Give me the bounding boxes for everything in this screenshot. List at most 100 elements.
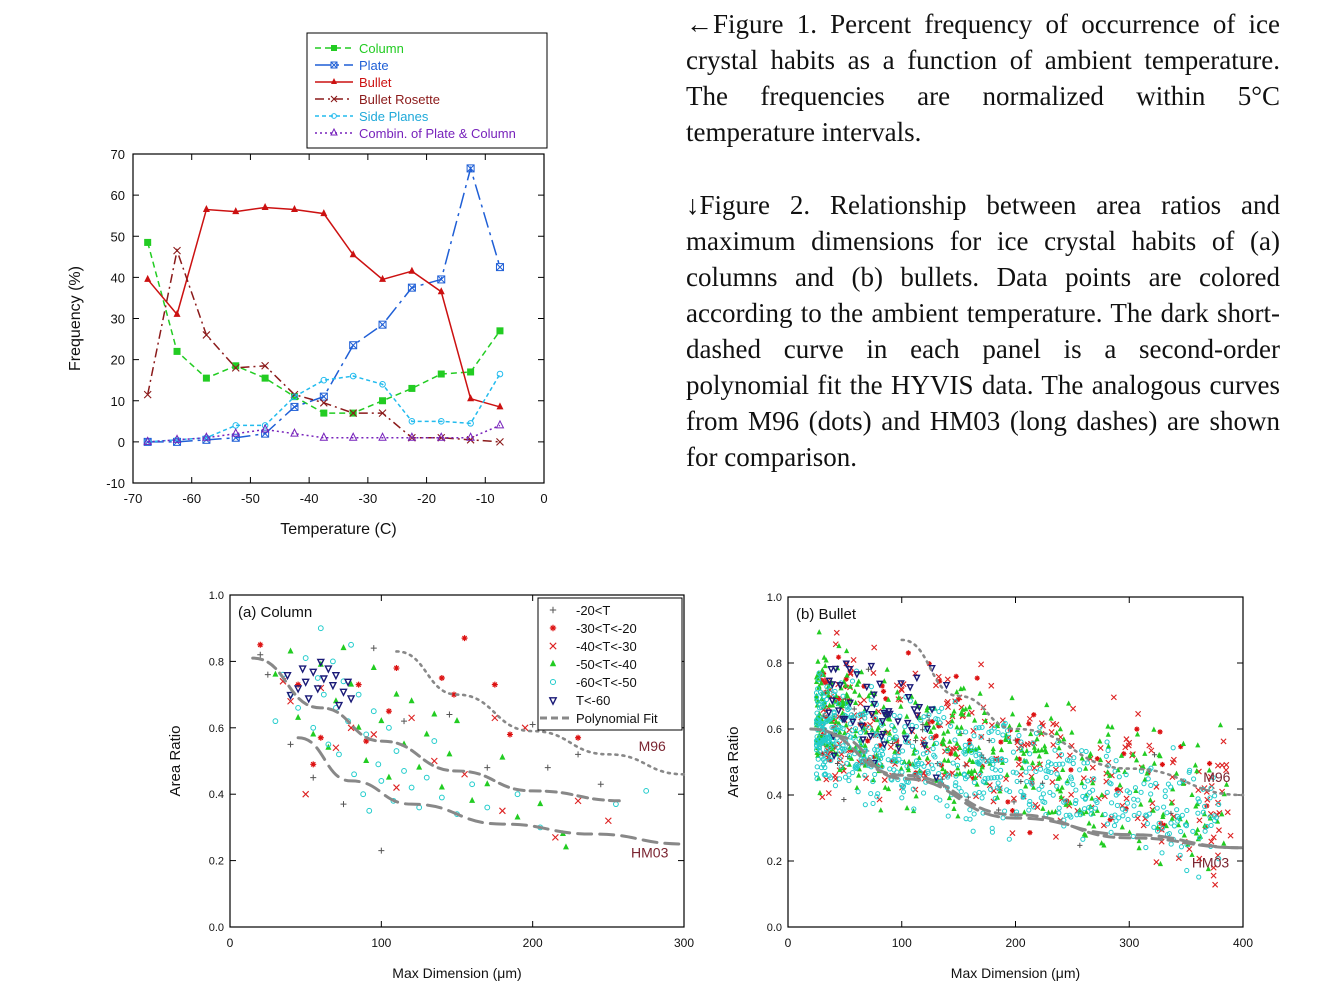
data-point bbox=[1131, 812, 1137, 818]
data-point bbox=[328, 681, 338, 691]
data-point bbox=[1125, 742, 1132, 749]
x-tick-label: 0 bbox=[540, 491, 547, 506]
data-point bbox=[819, 794, 826, 801]
data-point bbox=[1002, 808, 1008, 814]
data-point bbox=[1069, 729, 1075, 735]
data-point bbox=[1104, 739, 1110, 745]
data-point bbox=[972, 774, 978, 780]
y-tick-label: 10 bbox=[111, 394, 125, 409]
data-point bbox=[828, 775, 834, 781]
data-point bbox=[942, 682, 951, 690]
data-point bbox=[1204, 796, 1211, 803]
data-point bbox=[1023, 783, 1029, 789]
legend-marker bbox=[549, 659, 557, 667]
figure-1-line-chart: -70 -60 -50 -40 -30 -20 -10 0 -10 0 10 20 30 40 50 60 70… bbox=[67, 32, 548, 538]
data-point bbox=[966, 741, 973, 747]
data-point bbox=[1014, 778, 1020, 784]
data-point bbox=[1052, 766, 1059, 773]
data-point bbox=[991, 775, 997, 781]
data-point bbox=[1081, 760, 1087, 766]
data-point bbox=[970, 828, 976, 834]
data-point bbox=[331, 671, 341, 681]
data-point bbox=[872, 771, 878, 778]
curve-polynomial-fit bbox=[809, 727, 1245, 850]
data-point bbox=[408, 384, 416, 392]
data-point bbox=[898, 703, 904, 709]
data-point bbox=[1094, 807, 1100, 813]
data-point bbox=[930, 746, 936, 752]
x-tick-label: 300 bbox=[1119, 936, 1139, 950]
data-point bbox=[971, 733, 977, 739]
data-point bbox=[431, 710, 438, 717]
data-point bbox=[998, 746, 1005, 753]
data-point bbox=[320, 409, 328, 417]
data-point bbox=[879, 683, 885, 689]
data-point bbox=[825, 688, 831, 694]
data-point bbox=[900, 789, 907, 795]
data-point bbox=[896, 756, 902, 762]
data-point bbox=[824, 738, 830, 744]
data-point bbox=[978, 661, 985, 668]
data-point bbox=[998, 767, 1004, 773]
data-point bbox=[330, 658, 336, 665]
data-point bbox=[831, 709, 837, 715]
legend-entry: Plate bbox=[359, 58, 389, 73]
data-point bbox=[954, 689, 960, 695]
data-point bbox=[944, 698, 951, 705]
data-point bbox=[314, 675, 321, 681]
data-point bbox=[817, 789, 823, 796]
data-point bbox=[1010, 795, 1017, 802]
data-point bbox=[823, 689, 829, 695]
data-point bbox=[1090, 780, 1096, 786]
data-point bbox=[143, 390, 152, 399]
data-point bbox=[992, 795, 998, 802]
data-point bbox=[1175, 822, 1182, 828]
data-point bbox=[924, 704, 931, 710]
data-point bbox=[977, 771, 983, 777]
marker-box bbox=[466, 164, 475, 173]
data-point bbox=[945, 728, 951, 734]
data-point bbox=[1060, 761, 1066, 767]
data-point bbox=[370, 664, 377, 671]
data-point bbox=[1127, 790, 1133, 796]
data-point bbox=[973, 753, 979, 759]
data-point bbox=[298, 665, 307, 674]
data-point bbox=[945, 813, 951, 819]
data-point bbox=[1193, 803, 1199, 809]
data-point bbox=[857, 730, 864, 736]
data-point bbox=[1136, 810, 1142, 816]
data-point bbox=[954, 740, 960, 746]
data-point bbox=[260, 423, 270, 433]
data-point bbox=[1080, 836, 1086, 842]
x-axis-label: Temperature (C) bbox=[280, 521, 396, 538]
data-point bbox=[172, 434, 182, 443]
data-point bbox=[1016, 756, 1023, 762]
data-point bbox=[1040, 798, 1046, 805]
data-point bbox=[1089, 795, 1095, 801]
data-point bbox=[1147, 797, 1154, 803]
data-point bbox=[973, 725, 979, 731]
data-point bbox=[416, 763, 423, 770]
data-point bbox=[1079, 755, 1085, 761]
data-point bbox=[931, 724, 937, 730]
data-point bbox=[899, 759, 905, 766]
data-point bbox=[343, 678, 353, 687]
data-point bbox=[1052, 833, 1059, 840]
data-point bbox=[1083, 748, 1089, 755]
data-point bbox=[310, 730, 317, 737]
data-point bbox=[379, 381, 386, 388]
data-point bbox=[818, 680, 824, 686]
data-point bbox=[1056, 810, 1062, 816]
data-point bbox=[1092, 805, 1098, 811]
legend-marker bbox=[331, 45, 337, 51]
data-point bbox=[1221, 791, 1227, 797]
data-point bbox=[1068, 767, 1074, 773]
data-point bbox=[1170, 786, 1176, 792]
data-point bbox=[821, 654, 827, 660]
data-point bbox=[976, 744, 982, 751]
data-point bbox=[1018, 746, 1024, 752]
data-point bbox=[1011, 799, 1017, 805]
data-point bbox=[1105, 723, 1111, 729]
panel-label: (a) Column bbox=[238, 604, 312, 621]
